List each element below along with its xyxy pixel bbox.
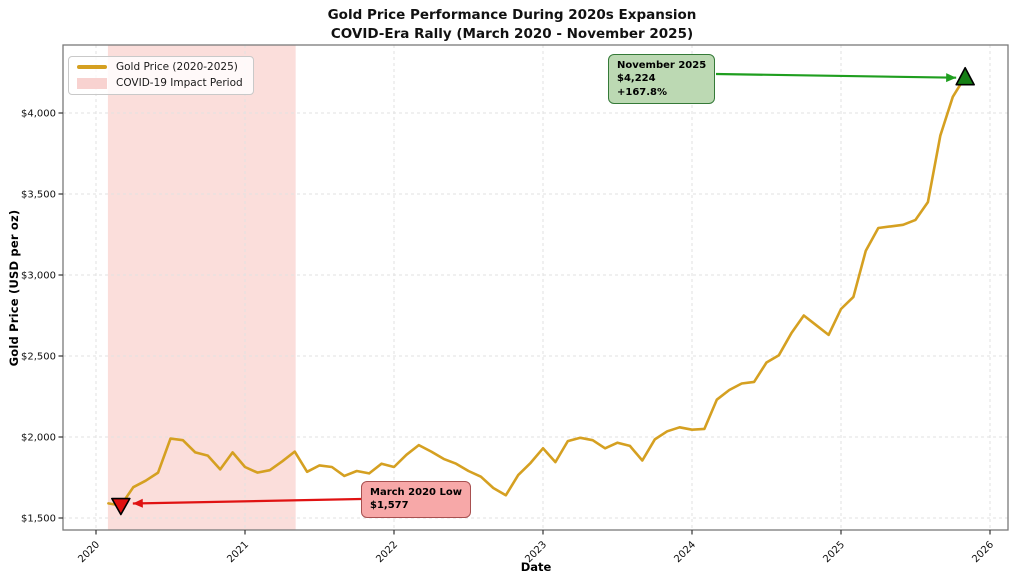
svg-text:$3,500: $3,500 [21,190,56,201]
svg-text:$2,000: $2,000 [21,433,56,444]
annotation-value: $1,577 [370,500,409,512]
legend-label: COVID-19 Impact Period [116,77,243,89]
x-axis-label: Date [520,560,552,574]
annotation-march-2020-low: March 2020 Low $1,577 [361,481,471,518]
chart-title: Gold Price Performance During 2020s Expa… [327,7,697,23]
svg-text:$4,000: $4,000 [21,109,56,120]
legend-item-gold-price: Gold Price (2020-2025) [77,61,243,73]
svg-text:2021: 2021 [225,539,251,565]
svg-text:$3,000: $3,000 [21,271,56,282]
legend-label: Gold Price (2020-2025) [116,61,238,73]
annotation-title: March 2020 Low [370,487,462,498]
annotation-change: +167.8% [617,86,668,98]
annotation-value: $4,224 [617,73,656,85]
title-block: Gold Price Performance During 2020s Expa… [0,6,1024,44]
svg-text:2024: 2024 [672,539,698,565]
svg-text:2025: 2025 [821,539,847,565]
svg-text:2020: 2020 [76,539,102,565]
covid-patch-swatch [77,77,107,89]
legend: Gold Price (2020-2025) COVID-19 Impact P… [68,56,254,95]
annotation-title: November 2025 [617,60,707,71]
svg-text:2026: 2026 [970,539,996,565]
svg-text:$1,500: $1,500 [21,514,56,525]
legend-item-covid-period: COVID-19 Impact Period [77,77,243,89]
y-axis-label: Gold Price (USD per oz) [7,209,21,367]
annotation-november-2025: November 2025 $4,224 +167.8% [608,54,716,105]
chart-subtitle: COVID-Era Rally (March 2020 - November 2… [330,26,694,42]
svg-text:2022: 2022 [374,539,400,565]
gold-line-swatch [77,65,107,69]
svg-text:$2,500: $2,500 [21,352,56,363]
